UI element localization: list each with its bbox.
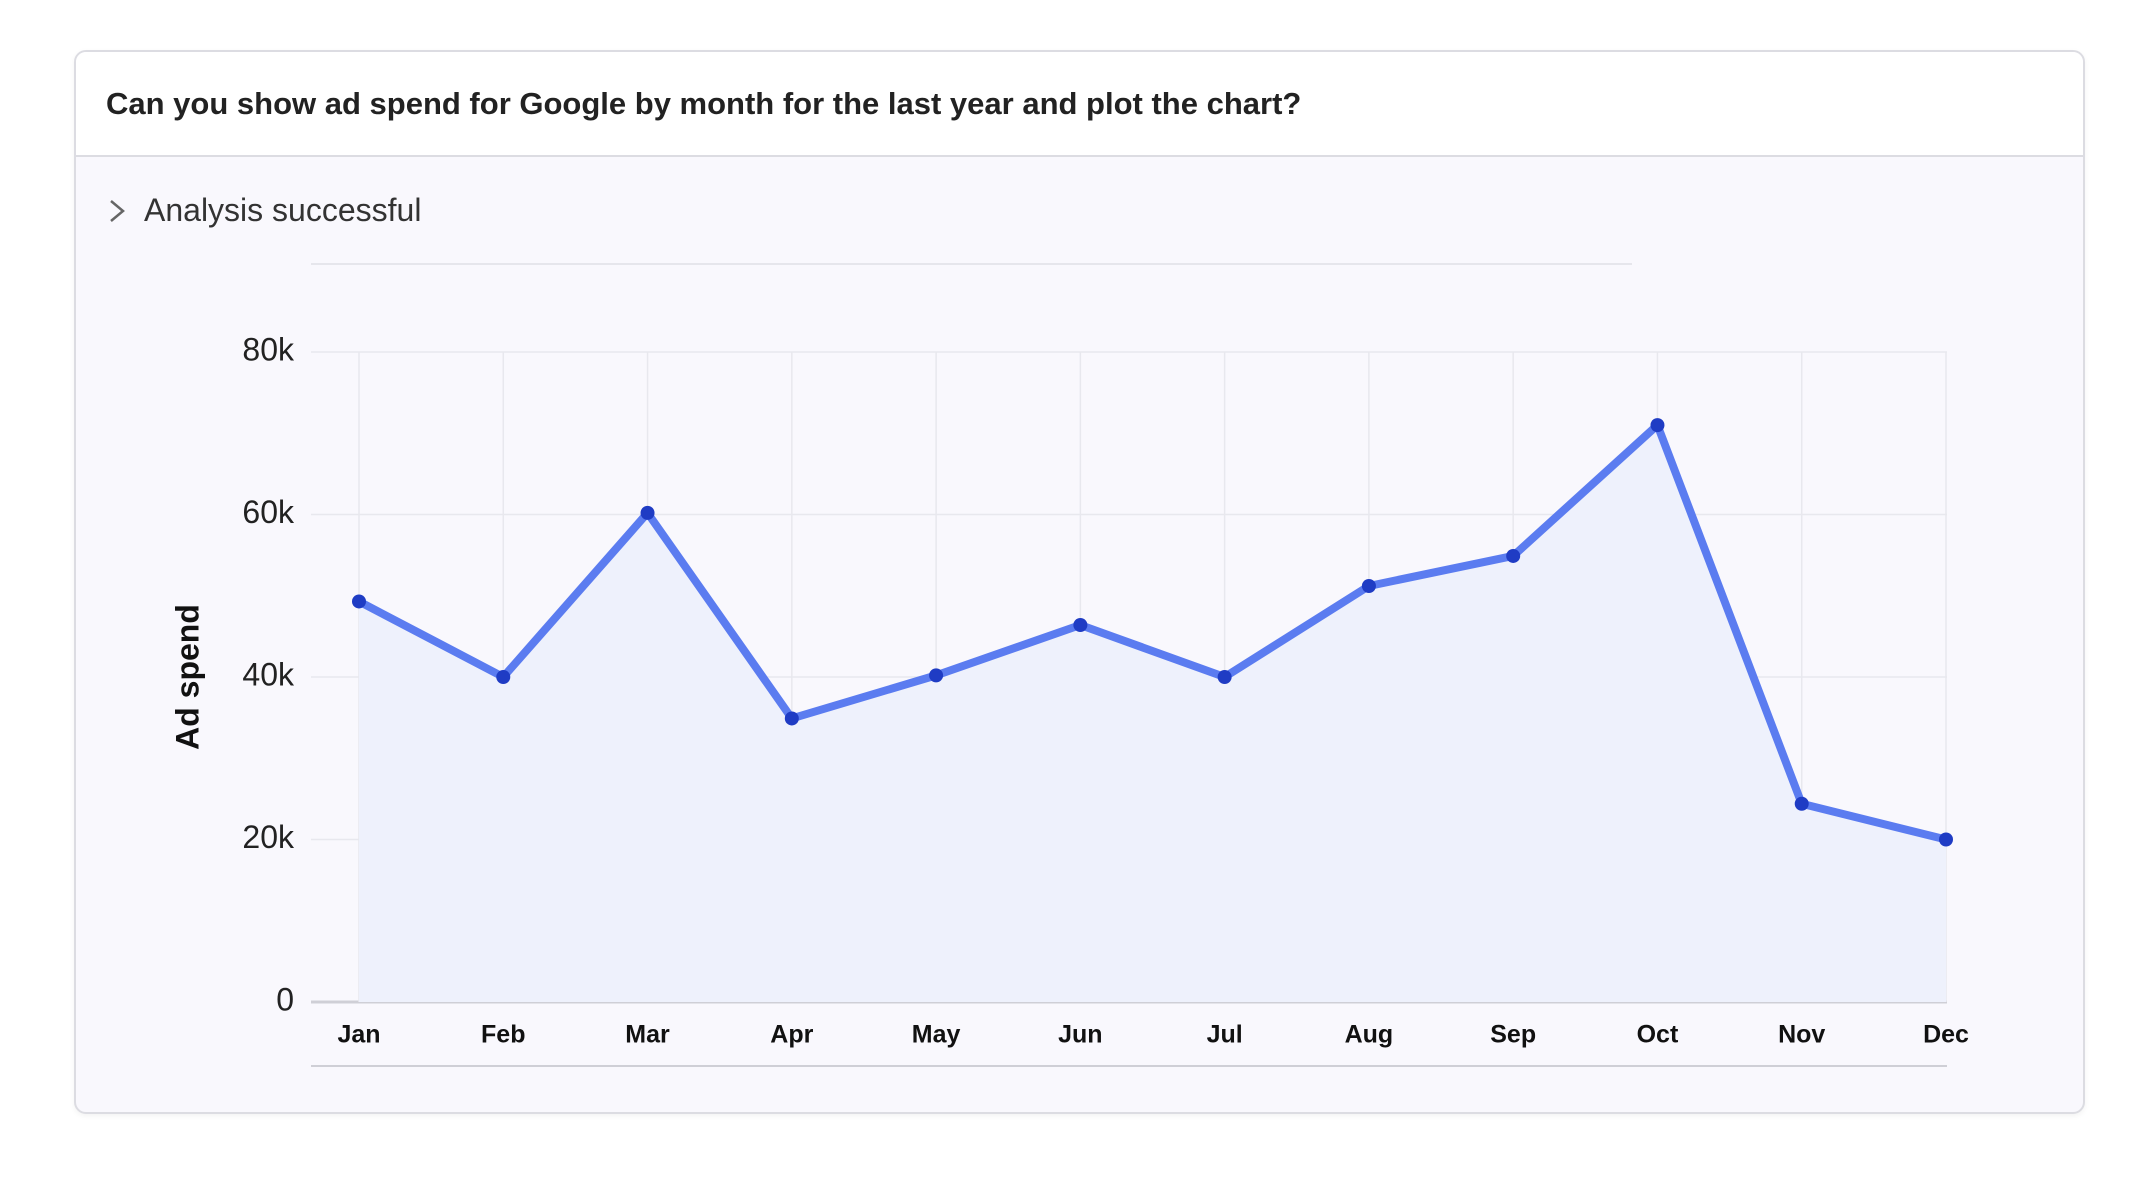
marker <box>352 594 366 609</box>
marker <box>640 505 655 520</box>
x-tick-label: Dec <box>1923 1021 1969 1049</box>
line <box>355 421 1950 844</box>
marker <box>496 670 511 684</box>
marker <box>1217 670 1232 684</box>
x-tick-label: Nov <box>1778 1021 1825 1049</box>
x-tick-label: Sep <box>1490 1021 1536 1049</box>
marker <box>1073 618 1088 632</box>
area <box>359 425 1946 1002</box>
x-tick-label: Jul <box>1207 1021 1243 1049</box>
chevron-icon <box>110 199 125 222</box>
y-tick-label: 20k <box>242 819 295 855</box>
marker <box>1650 418 1665 433</box>
status-label: Analysis successful <box>144 192 422 228</box>
marker <box>929 668 944 683</box>
y-tick-label: 0 <box>276 981 294 1017</box>
x-tick-label: Oct <box>1637 1021 1679 1049</box>
analysis-status[interactable]: Analysis successful <box>106 192 421 229</box>
y-tick-label: 80k <box>242 331 295 367</box>
marker <box>784 711 799 726</box>
marker <box>1794 796 1809 811</box>
question: Can you show ad spend for Google by mont… <box>76 52 2083 157</box>
marker <box>1506 548 1521 563</box>
y-tick-label: 40k <box>242 656 295 692</box>
x-tick-label: Jun <box>1058 1021 1102 1049</box>
y-tick-label: 60k <box>242 494 295 530</box>
x-tick-label: Apr <box>770 1021 813 1049</box>
x-tick-label: May <box>912 1021 961 1049</box>
x-tick-label: Mar <box>625 1021 670 1049</box>
x-tick-label: Feb <box>481 1021 525 1049</box>
marker <box>1361 579 1376 593</box>
x-tick-label: Aug <box>1345 1021 1394 1049</box>
marker <box>1939 832 1953 847</box>
y-axis-title: Ad spend <box>169 604 205 750</box>
x-tick-label: Jan <box>337 1021 380 1049</box>
